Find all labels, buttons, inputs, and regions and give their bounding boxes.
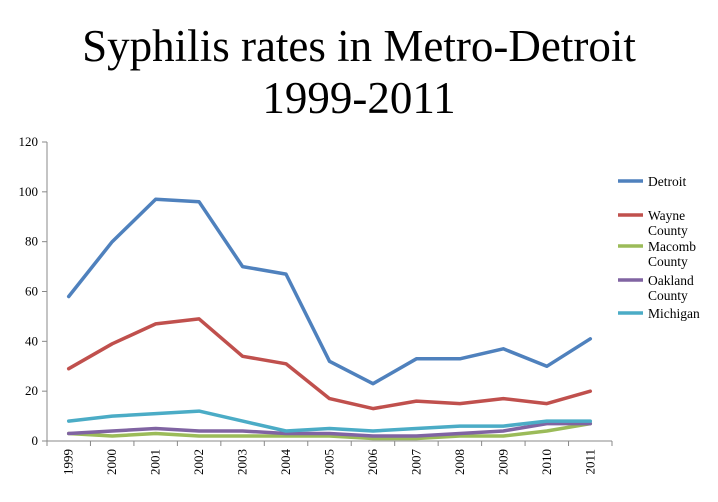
chart-series [66,197,593,441]
x-tick-label: 2002 [191,449,206,475]
legend-label: County [648,223,688,238]
legend-label: Michigan [648,306,700,321]
series-line-wayne-county [66,317,593,411]
y-tick-label: 120 [19,134,39,149]
chart-title-line-1: Syphilis rates in Metro-Detroit [82,21,636,71]
x-tick-label: 2011 [582,449,597,475]
y-tick-label: 60 [25,284,38,299]
y-tick-label: 40 [25,333,38,348]
x-tick-label: 2000 [104,449,119,475]
x-tick-label: 1999 [61,449,76,475]
x-tick-label: 2006 [365,449,380,476]
series-line-detroit [66,197,593,386]
legend-label: County [648,288,688,303]
series-line-oakland-county [66,421,593,438]
chart-title-line-2: 1999-2011 [262,73,456,123]
y-tick-label: 0 [32,433,39,448]
chart-legend: DetroitWayneCountyMacombCountyOaklandCou… [618,174,700,321]
x-tick-label: 2005 [322,449,337,475]
x-tick-label: 2003 [235,449,250,475]
x-tick-label: 2008 [452,449,467,475]
x-tick-label: 2010 [539,449,554,475]
legend-label: County [648,254,688,269]
y-tick-label: 20 [25,383,38,398]
x-tick-label: 2007 [408,449,423,476]
series-line-michigan [66,409,593,433]
chart-axes: 0 20 40 60 80 100 120 1999 2000 2001 2002 2003 2004 2… [19,134,613,475]
series-line-macomb-county [66,421,593,441]
x-tick-label: 2001 [148,449,163,475]
legend-label: Oakland [648,273,694,288]
x-tick-label: 2009 [495,449,510,475]
legend-label: Macomb [648,239,696,254]
x-tick-label: 2004 [278,449,293,476]
y-tick-label: 100 [19,184,39,199]
legend-label: Wayne [648,208,685,223]
legend-label: Detroit [648,174,686,189]
y-tick-label: 80 [25,234,38,249]
